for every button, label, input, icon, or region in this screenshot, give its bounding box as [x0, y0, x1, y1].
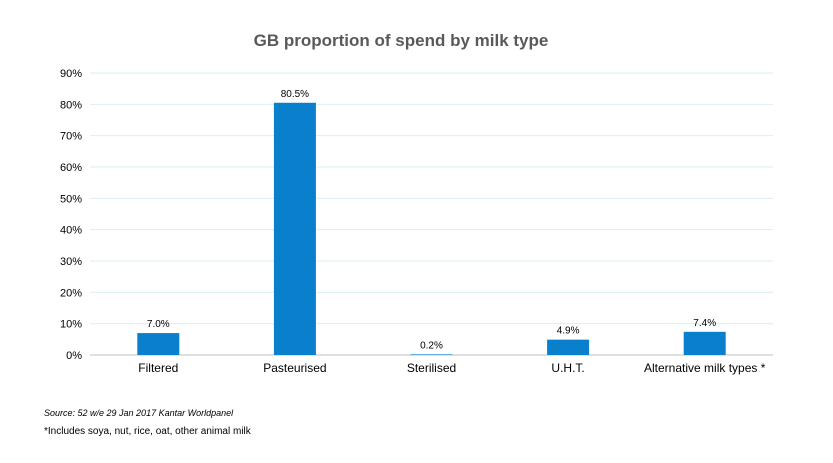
- data-label: 80.5%: [281, 89, 309, 100]
- bars: [137, 102, 726, 356]
- bar-filtered: [137, 333, 180, 355]
- y-tick-label: 0%: [66, 350, 82, 362]
- x-category-label: Alternative milk types *: [644, 361, 766, 375]
- y-tick-label: 60%: [60, 162, 82, 174]
- x-axis-categories: Filtered Pasteurised Sterilised U.H.T. Alter…: [138, 361, 765, 375]
- y-tick-label: 50%: [60, 193, 82, 205]
- bar-sterilised: [410, 354, 453, 355]
- y-tick-label: 70%: [60, 131, 82, 143]
- source-note: Source: 52 w/e 29 Jan 2017 Kantar Worldp…: [44, 408, 234, 418]
- x-category-label: Sterilised: [407, 361, 456, 375]
- y-tick-label: 80%: [60, 99, 82, 111]
- y-tick-label: 30%: [60, 256, 82, 268]
- data-label: 0.2%: [420, 340, 443, 351]
- x-category-label: Pasteurised: [263, 361, 326, 375]
- bar-u-h-t: [547, 339, 590, 355]
- footnote: *Includes soya, nut, rice, oat, other an…: [44, 426, 251, 437]
- y-tick-label: 20%: [60, 287, 82, 299]
- chart-title: GB proportion of spend by milk type: [254, 31, 549, 50]
- gridlines: [90, 72, 773, 356]
- x-category-label: U.H.T.: [551, 361, 584, 375]
- bar-alternative-milk-types: [683, 331, 726, 355]
- data-labels: 7.0% 80.5% 0.2% 4.9% 7.4%: [147, 89, 716, 352]
- data-label: 7.0%: [147, 319, 170, 330]
- y-tick-label: 10%: [60, 319, 82, 331]
- y-axis-ticks: 0% 10% 20% 30% 40% 50% 60% 70% 80% 90%: [60, 68, 82, 362]
- data-label: 7.4%: [693, 318, 716, 329]
- data-label: 4.9%: [557, 326, 580, 337]
- x-category-label: Filtered: [138, 361, 178, 375]
- y-tick-label: 40%: [60, 225, 82, 237]
- y-tick-label: 90%: [60, 68, 82, 80]
- bar-pasteurised: [273, 102, 316, 356]
